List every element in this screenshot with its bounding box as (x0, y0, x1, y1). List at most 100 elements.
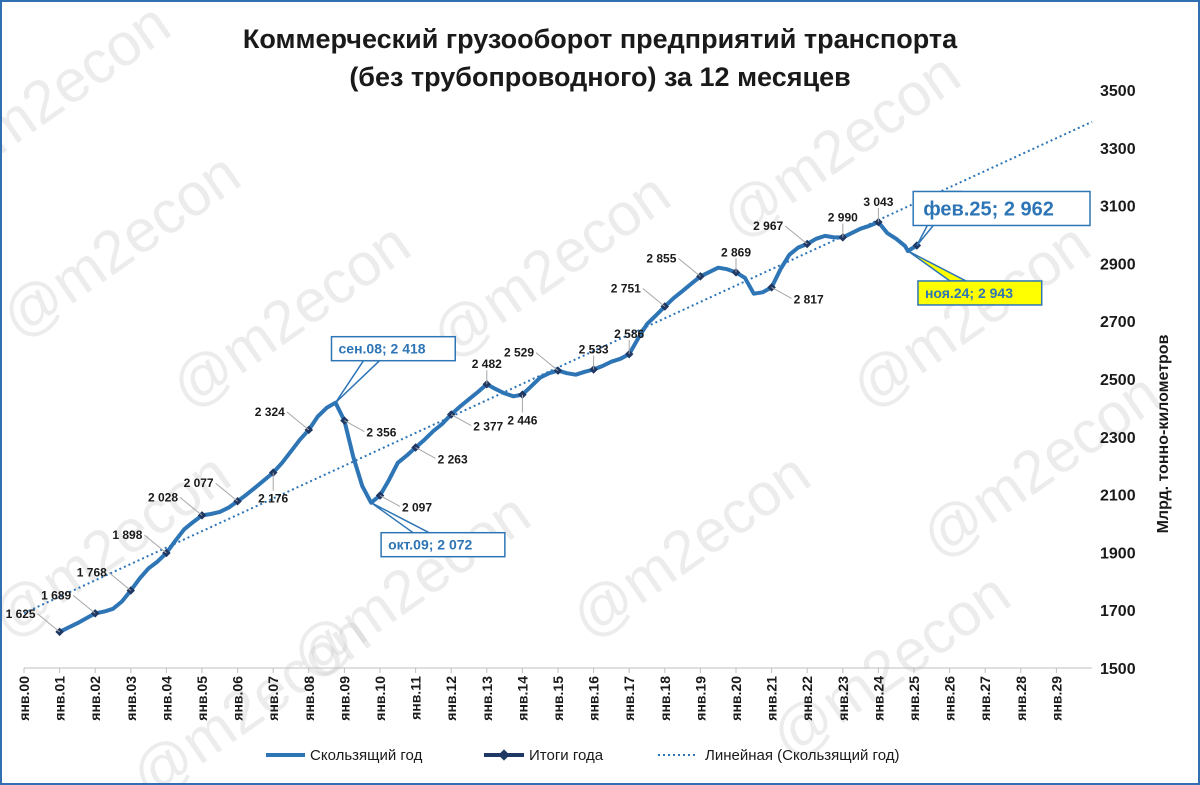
callout-box (917, 280, 1043, 306)
x-tick-label: янв.27 (977, 676, 993, 721)
data-label-leader (415, 447, 436, 459)
callout-pointer (907, 250, 967, 282)
data-label: 2 077 (184, 476, 214, 490)
y-tick-label: 2100 (1100, 488, 1136, 505)
data-label: 2 967 (753, 219, 783, 233)
data-label: 2 446 (507, 414, 537, 428)
watermark-text: @m2econ (559, 439, 822, 651)
data-label: 2 263 (438, 452, 468, 466)
y-axis-title: Млрд. тонно-километров (1155, 334, 1172, 533)
callout-box (912, 190, 1091, 227)
data-label: 2 869 (721, 245, 751, 259)
y-tick-label: 1500 (1100, 661, 1136, 678)
x-tick-label: янв.01 (52, 676, 68, 721)
callout-pointer (334, 359, 382, 404)
chart-title-line-2: (без трубопроводного) за 12 месяцев (349, 62, 850, 92)
legend-swatch-year-totals-marker (498, 749, 510, 761)
data-label-leader (642, 288, 666, 307)
data-label: 2 028 (148, 490, 178, 504)
x-tick-label: янв.28 (1013, 676, 1029, 721)
y-tick-label: 2900 (1100, 256, 1136, 273)
data-label: 1 898 (112, 528, 142, 542)
watermark-text: @m2econ (159, 209, 422, 421)
y-axis: 1500 1700 1900 2100 2300 2500 2700 2900 3100 3300… (1100, 83, 1136, 678)
x-tick-label: янв.19 (692, 676, 708, 721)
x-tick-label: янв.26 (942, 676, 958, 721)
x-tick-label: янв.11 (408, 676, 424, 720)
y-tick-label: 2500 (1100, 372, 1136, 389)
x-tick-label: янв.29 (1048, 676, 1064, 721)
data-label: 2 529 (504, 346, 534, 360)
x-tick-label: янв.14 (514, 676, 530, 721)
callout-box (330, 335, 457, 362)
callout-label: сен.08; 2 418 (339, 341, 426, 357)
data-label: 1 768 (77, 566, 107, 580)
data-label: 2 751 (611, 281, 641, 295)
legend-label-rolling-year: Скользящий год (310, 747, 423, 764)
y-tick-label: 3500 (1100, 83, 1136, 100)
x-tick-label: янв.13 (479, 676, 495, 721)
x-tick-label: янв.22 (799, 676, 815, 721)
watermark-text: @m2econ (759, 559, 1022, 771)
x-tick-label: янв.23 (835, 676, 851, 721)
data-label: 2 817 (794, 292, 824, 306)
x-tick-label: янв.17 (621, 676, 637, 721)
data-label-leader (144, 534, 167, 554)
data-label: 2 176 (258, 492, 288, 506)
legend: Скользящий год Итоги года Линейная (Скол… (266, 747, 899, 764)
legend-label-linear-trend: Линейная (Скользящий год) (705, 747, 899, 764)
watermark-text: @m2econ (2, 439, 242, 651)
watermark-text: @m2econ (909, 359, 1172, 571)
x-tick-label: янв.04 (158, 676, 174, 721)
series-linear-trend-line (23, 120, 1093, 614)
data-label: 2 356 (366, 426, 396, 440)
data-label-leader (379, 495, 401, 507)
data-label: 2 586 (614, 327, 644, 341)
watermark-text: @m2econ (2, 2, 182, 201)
y-tick-label: 3100 (1100, 199, 1136, 216)
x-tick-label: янв.10 (372, 676, 388, 721)
watermark-layer: @m2econ@m2econ@m2econ@m2econ@m2econ @m2ec… (2, 2, 1172, 783)
data-label-leader (450, 414, 472, 426)
legend-label-year-totals: Итоги года (529, 747, 604, 764)
x-tick-label: янв.03 (123, 676, 139, 721)
data-label: 3 043 (863, 195, 893, 209)
data-label: 2 533 (579, 342, 609, 356)
watermark-text: @m2econ (2, 139, 252, 351)
y-tick-label: 1700 (1100, 603, 1136, 620)
x-tick-label: янв.08 (301, 676, 317, 721)
x-tick-label: янв.06 (230, 676, 246, 721)
x-tick-label: янв.21 (764, 676, 780, 721)
data-label-leader (72, 594, 96, 614)
x-tick-label: янв.09 (336, 676, 352, 721)
data-label-leader (108, 572, 132, 591)
x-tick-label: янв.20 (728, 676, 744, 721)
data-label: 1 625 (6, 607, 36, 621)
data-label: 2 377 (473, 420, 503, 434)
data-label-leader (784, 225, 808, 245)
callout-label: фев.25; 2 962 (923, 199, 1054, 221)
x-tick-label: янв.15 (550, 676, 566, 721)
x-axis: янв.00 янв.01 янв.02 янв.03 янв.04 янв.05 янв.… (16, 667, 1092, 721)
data-label: 2 990 (828, 210, 858, 224)
x-tick-label: янв.24 (870, 676, 886, 721)
callouts: сен.08; 2 418 окт.09; 2 072 ноя.24; 2 943 ф… (330, 190, 1091, 558)
y-tick-label: 2700 (1100, 314, 1136, 331)
callout-box (380, 531, 506, 558)
data-label-leader (535, 352, 559, 372)
data-label: 2 097 (402, 500, 432, 514)
data-label-leader (286, 411, 310, 431)
data-label-leader (344, 420, 365, 433)
x-tick-label: янв.18 (657, 676, 673, 721)
x-tick-label: янв.25 (906, 676, 922, 721)
watermark-text: @m2econ (839, 209, 1102, 421)
callout-label: ноя.24; 2 943 (925, 285, 1013, 301)
x-tick-label: янв.02 (87, 676, 103, 721)
data-label-leader (215, 482, 238, 502)
x-tick-label: янв.12 (443, 676, 459, 721)
callout-label: окт.09; 2 072 (388, 537, 472, 553)
data-label-leader (771, 286, 792, 299)
x-tick-label: янв.16 (586, 676, 602, 721)
data-labels: 1 625 1 689 1 768 1 898 2 028 2 077 2 176 2 324… (6, 195, 894, 633)
